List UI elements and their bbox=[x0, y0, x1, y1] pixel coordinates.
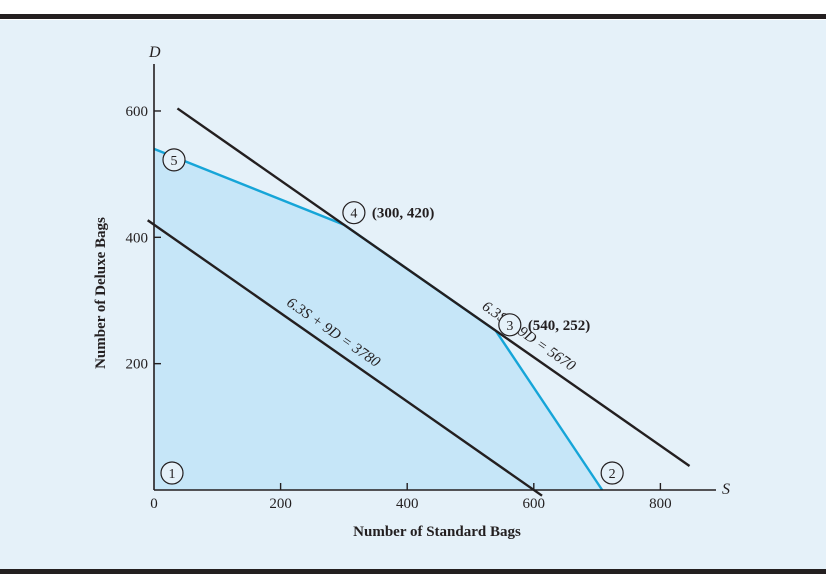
point-4-badge bbox=[342, 201, 366, 225]
y-axis-title: Number of Deluxe Bags bbox=[93, 217, 109, 369]
constraint-line bbox=[146, 219, 543, 497]
point-3-coordinates: (540, 252) bbox=[528, 318, 591, 334]
top-rule bbox=[0, 14, 826, 19]
x-tick-label: 600 bbox=[523, 496, 546, 512]
x-axis-variable: S bbox=[722, 481, 730, 498]
point-2-number: 2 bbox=[609, 467, 616, 482]
x-tick-label: 0 bbox=[150, 496, 158, 512]
x-ticks: 0 200 400 600 800 bbox=[150, 483, 672, 512]
y-tick-label: 600 bbox=[126, 104, 149, 120]
y-tick-label: 400 bbox=[126, 230, 149, 246]
point-4-coordinates: (300, 420) bbox=[372, 206, 435, 222]
y-axis-variable: D bbox=[148, 44, 161, 61]
point-5-badge bbox=[162, 148, 186, 172]
point-1-number: 1 bbox=[169, 467, 176, 482]
point-3-number: 3 bbox=[506, 319, 513, 334]
point-5-number: 5 bbox=[171, 154, 178, 169]
y-ticks: 200 400 600 bbox=[126, 104, 161, 373]
y-tick-label: 200 bbox=[126, 357, 149, 373]
bottom-rule bbox=[0, 569, 826, 574]
constraint-line bbox=[176, 107, 691, 467]
point-1-badge bbox=[160, 461, 184, 485]
point-4-number: 4 bbox=[350, 207, 357, 222]
x-tick-label: 400 bbox=[396, 496, 419, 512]
x-axis-title: Number of Standard Bags bbox=[353, 524, 521, 540]
corner-points: 1 2 3 (540, 252) 4 (300, 420) 5 bbox=[160, 148, 624, 485]
point-3-badge bbox=[498, 313, 522, 337]
x-tick-label: 200 bbox=[269, 496, 292, 512]
x-tick-label: 800 bbox=[649, 496, 672, 512]
feasible-region bbox=[154, 148, 603, 490]
point-2-badge bbox=[600, 461, 624, 485]
